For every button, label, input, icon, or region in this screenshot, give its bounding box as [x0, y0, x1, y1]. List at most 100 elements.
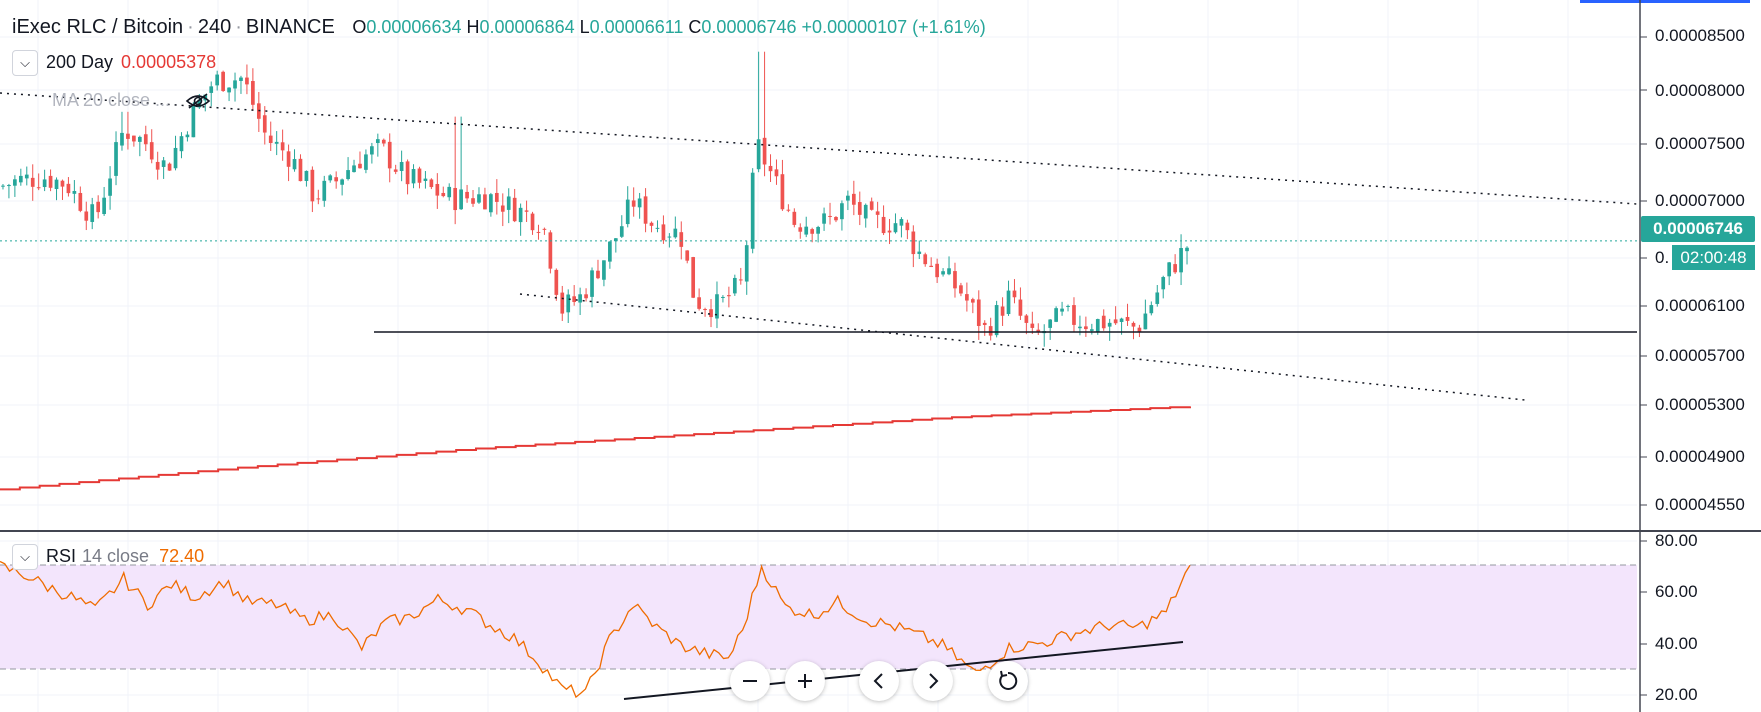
rsi-tick-label: 20.00	[1655, 685, 1698, 704]
reset-chart-button[interactable]	[988, 661, 1028, 701]
rsi-params: 14 close	[82, 545, 150, 566]
candle-body	[268, 135, 273, 143]
top-accent-bar	[1580, 0, 1750, 3]
candle-body	[286, 151, 291, 167]
candle-body	[685, 250, 690, 261]
candle-body	[715, 294, 719, 319]
open-key: O	[352, 17, 367, 37]
candle-body	[316, 198, 321, 200]
candle-body	[429, 179, 434, 188]
scroll-left-button[interactable]	[859, 661, 899, 701]
candle-body	[24, 174, 29, 179]
candle-body	[185, 134, 190, 138]
candle-body	[328, 175, 333, 181]
candle-body	[899, 219, 904, 226]
candle-body	[578, 294, 582, 303]
collapse-rsi-button[interactable]: ⌵	[12, 544, 38, 570]
chart-header: iExec RLC / Bitcoin · 240 · BINANCE O0.00006…	[12, 16, 986, 39]
candle-body	[1012, 290, 1017, 298]
candle-body	[1173, 264, 1177, 273]
candle-body	[221, 71, 225, 91]
candle-body	[721, 296, 725, 298]
lower-trendline[interactable]	[519, 293, 1526, 401]
candle-body	[471, 198, 475, 204]
candle-body	[893, 223, 898, 233]
candle-body	[114, 142, 118, 176]
candle-body	[953, 271, 957, 289]
candle-body	[828, 215, 832, 217]
candle-body	[132, 135, 136, 142]
candle-body	[596, 270, 600, 279]
chevron-down-icon: ⌵	[20, 549, 30, 564]
candle-body	[1018, 299, 1023, 316]
scroll-right-button[interactable]	[913, 661, 953, 701]
candle-body	[1161, 277, 1166, 290]
candle-body	[792, 211, 797, 225]
candle-body	[1143, 313, 1148, 330]
candle-body	[1072, 305, 1076, 325]
candle-body	[851, 193, 856, 205]
scroll-left-icon	[873, 673, 883, 689]
candle-body	[786, 209, 791, 211]
candle-body	[929, 265, 934, 268]
candle-body	[102, 197, 106, 215]
candle-body	[239, 77, 243, 81]
candle-body	[887, 230, 892, 233]
candle-body	[191, 104, 196, 138]
ma200-label[interactable]: 200 Day	[46, 51, 114, 72]
candle-body	[1089, 329, 1094, 331]
rsi-tick-label: 60.00	[1655, 582, 1698, 601]
candle-body	[96, 201, 101, 213]
candle-body	[625, 199, 630, 225]
symbol-name[interactable]: iExec RLC / Bitcoin	[12, 16, 184, 38]
candle-body	[477, 194, 481, 203]
candle-body	[358, 163, 362, 169]
hidden-eye-icon[interactable]	[185, 92, 211, 110]
ohlc-values: O0.00006634 H0.00006864 L0.00006611 C0.0…	[352, 17, 985, 37]
candle-body	[566, 294, 571, 313]
candle-body	[262, 115, 267, 133]
candle-body	[173, 147, 178, 169]
candle-body	[703, 309, 707, 311]
candle-body	[947, 268, 951, 275]
candle-body	[18, 175, 23, 183]
price-tick-label: 0.00008000	[1655, 81, 1745, 100]
candle-body	[126, 133, 130, 139]
ma20-legend: MA 20 close ...	[52, 90, 211, 111]
rsi-divergence-line[interactable]	[623, 641, 1184, 700]
candle-body	[1084, 326, 1088, 330]
ma20-label[interactable]: MA 20 close ...	[52, 90, 171, 110]
candle-body	[988, 326, 993, 336]
zoom-in-button[interactable]	[785, 661, 825, 701]
candle-body	[60, 180, 65, 187]
candle-body	[274, 141, 279, 144]
candle-body	[1137, 327, 1142, 333]
candle-body	[375, 139, 380, 144]
candle-body	[965, 294, 969, 301]
candle-body	[548, 232, 553, 269]
candle-body	[631, 200, 636, 207]
candle-body	[1119, 318, 1124, 322]
candle-body	[1101, 315, 1106, 329]
bar-countdown-tag: 02:00:48	[1672, 245, 1755, 270]
candle-body	[494, 192, 499, 202]
candle-body	[137, 136, 142, 142]
candle-body	[1185, 247, 1189, 252]
candle-body	[233, 80, 237, 89]
candle-body	[619, 226, 624, 237]
price-tick-label: 0.00006100	[1655, 296, 1745, 315]
candle-body	[518, 207, 523, 223]
rsi-tick-label: 80.00	[1655, 531, 1698, 550]
candle-body	[655, 227, 660, 229]
candle-body	[1125, 316, 1130, 321]
exchange-label: BINANCE	[245, 16, 335, 38]
candle-body	[1060, 308, 1064, 312]
rsi-name[interactable]: RSI	[46, 545, 77, 566]
zoom-out-button[interactable]	[730, 661, 770, 701]
upper-trendline[interactable]	[0, 92, 1638, 205]
candle-body	[423, 178, 428, 182]
collapse-legend-button[interactable]: ⌵	[12, 50, 38, 76]
interval-label[interactable]: 240	[197, 16, 232, 38]
rsi-legend: ⌵ RSI 14 close 72.40	[12, 544, 204, 570]
